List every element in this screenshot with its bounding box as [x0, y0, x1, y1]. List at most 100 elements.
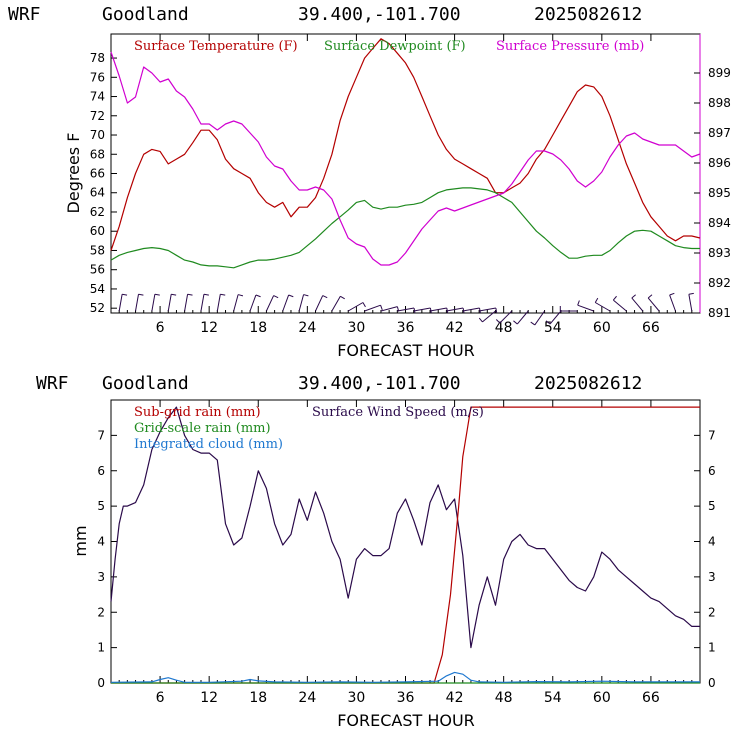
chart2-x-tick-label: 30 [348, 690, 366, 706]
chart1-x-axis-label: FORECAST HOUR [337, 341, 475, 360]
chart1-y-tick-label-left: 64 [90, 186, 105, 200]
chart1-x-tick-label: 24 [298, 320, 316, 336]
chart1-y-tick-label-left: 56 [90, 263, 105, 277]
chart2-y-tick-label-left: 2 [97, 605, 105, 619]
wind-barb [688, 292, 694, 312]
chart1-wind-barbs [118, 292, 694, 326]
wind-barb [298, 294, 309, 312]
chart1-y-ticks-left: 52 54 56 58 60 62 64 66 68 70 72 74 76 78 [90, 51, 117, 315]
chart2-y-tick-label-left: 7 [97, 428, 105, 442]
chart2-y-tick-label-right: 6 [708, 464, 716, 478]
series-surface-dewpoint-f [110, 187, 700, 269]
chart1-y-tick-label-left: 58 [90, 243, 105, 257]
chart2-x-tick-label: 6 [156, 690, 165, 706]
chart2-y-tick-label-left: 6 [97, 464, 105, 478]
wind-barb [151, 293, 160, 312]
chart1-run: 2025082612 [534, 4, 642, 25]
chart1-x-tick-label: 30 [348, 320, 366, 336]
wind-barb [530, 310, 545, 326]
chart1-x-tick-label: 42 [446, 320, 464, 336]
chart1-y-tick-label-right: 891 [708, 306, 731, 320]
series-surface-wind-speed-m-s [110, 406, 700, 649]
chart2-legend-wind-speed: Surface Wind Speed (m/s) [312, 405, 484, 420]
wind-barb [331, 295, 345, 312]
chart1-y-tick-label-right: 895 [708, 186, 731, 200]
chart1-y-tick-label-right: 893 [708, 246, 731, 260]
wind-barb [495, 310, 513, 324]
chart1-y-tick-label-left: 70 [90, 128, 105, 142]
chart2-x-tick-label: 24 [298, 690, 316, 706]
chart2-y-ticks-left: 0 1 2 3 4 5 6 7 [97, 428, 117, 690]
chart2-y-tick-label-left: 3 [97, 570, 105, 584]
chart2-x-tick-label: 60 [593, 690, 611, 706]
chart1-y-tick-label-left: 76 [90, 70, 105, 84]
chart1-y-tick-label-left: 68 [90, 147, 105, 161]
chart1-x-tick-label: 36 [397, 320, 415, 336]
chart1-series [110, 38, 701, 269]
chart1-x-tick-label: 54 [544, 320, 562, 336]
chart2-run: 2025082612 [534, 373, 642, 394]
wind-barb [446, 307, 465, 314]
chart1-y-tick-label-right: 899 [708, 66, 731, 80]
wind-barb [135, 293, 144, 312]
chart1-x-tick-label: 48 [495, 320, 513, 336]
chart1-y-tick-label-left: 74 [90, 90, 105, 104]
chart2-y-tick-label-right: 2 [708, 605, 716, 619]
chart2-x-tick-label: 36 [397, 690, 415, 706]
chart1-x-ticks: 6 12 18 24 30 36 42 48 54 60 66 [118, 34, 693, 336]
chart2-x-tick-label: 54 [544, 690, 562, 706]
wind-barb [479, 307, 498, 314]
chart1-coords: 39.400,-101.700 [298, 4, 461, 25]
chart2-series [110, 406, 700, 684]
chart2-x-tick-label: 48 [495, 690, 513, 706]
wind-barb [200, 293, 209, 312]
chart2-header: WRF Goodland 39.400,-101.700 2025082612 [36, 373, 642, 394]
chart2-station: Goodland [102, 373, 189, 394]
chart2-y-tick-label-right: 3 [708, 570, 716, 584]
chart1-legend-dewpoint: Surface Dewpoint (F) [324, 39, 466, 54]
chart2-legend-integrated-cloud: Integrated cloud (mm) [134, 437, 283, 452]
chart1-y-tick-label-left: 52 [90, 301, 105, 315]
chart1-x-tick-label: 60 [593, 320, 611, 336]
wind-barb [380, 306, 400, 312]
series-surface-pressure-mb [110, 51, 701, 266]
chart2-y-tick-label-right: 4 [708, 535, 716, 549]
chart2-y-axis-label: mm [71, 525, 90, 556]
chart1-y-tick-label-left: 72 [90, 109, 105, 123]
series-surface-temperature-f [110, 38, 701, 251]
chart1-y-ticks-right: 891 892 893 894 895 896 897 898 899 [694, 66, 731, 320]
chart1-y-tick-label-right: 896 [708, 156, 731, 170]
wind-barb [413, 307, 432, 314]
chart1-y-tick-label-left: 78 [90, 51, 105, 65]
chart1-y-tick-label-right: 897 [708, 126, 731, 140]
chart1-legend-temperature: Surface Temperature (F) [134, 39, 298, 54]
chart1-x-tick-label: 12 [200, 320, 218, 336]
chart2-legend: Sub-grid rain (mm) Surface Wind Speed (m… [134, 405, 484, 452]
chart1-x-tick-label: 18 [249, 320, 267, 336]
wind-barb [577, 300, 594, 312]
chart2-legend-subgrid-rain: Sub-grid rain (mm) [134, 405, 261, 420]
chart2-x-tick-label: 18 [249, 690, 267, 706]
chart2-x-tick-label: 42 [446, 690, 464, 706]
wind-barb [282, 294, 294, 312]
chart1-y-tick-label-left: 62 [90, 205, 105, 219]
chart2-model: WRF [36, 373, 69, 394]
wind-barb [216, 293, 226, 312]
chart1-x-tick-label: 6 [156, 320, 165, 336]
chart2-legend-gridscale-rain: Grid-scale rain (mm) [134, 421, 271, 436]
chart1-station: Goodland [102, 4, 189, 25]
wind-barb [631, 294, 644, 312]
chart2-y-tick-label-right: 7 [708, 428, 716, 442]
wind-barb [167, 293, 177, 312]
chart2-x-tick-label: 66 [642, 690, 660, 706]
chart1-plot: 6 12 18 24 30 36 42 48 54 60 66 52 54 56 58 60 62 64 66 68… [64, 33, 731, 360]
wind-barb [669, 292, 676, 312]
wind-barb [249, 294, 261, 312]
chart1-y-tick-label-right: 894 [708, 216, 731, 230]
chart2-y-tick-label-right: 1 [708, 641, 716, 655]
chart1-y-tick-label-right: 898 [708, 96, 731, 110]
chart2-y-tick-label-left: 0 [97, 676, 105, 690]
wind-barb [594, 297, 611, 312]
chart2-y-ticks-right: 0 1 2 3 4 5 6 7 [694, 428, 716, 690]
